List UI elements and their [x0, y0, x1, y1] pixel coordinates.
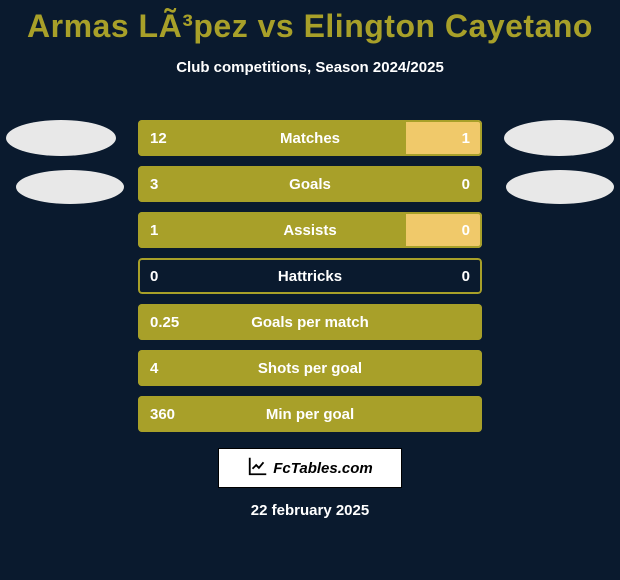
bar-row: 3 Goals 0	[138, 166, 482, 202]
bar-row: 0 Hattricks 0	[138, 258, 482, 294]
avatar-player2-b	[506, 170, 614, 204]
avatar-player1-b	[16, 170, 124, 204]
bar-label: Matches	[138, 120, 482, 156]
bar-row: 1 Assists 0	[138, 212, 482, 248]
bar-label: Shots per goal	[138, 350, 482, 386]
bar-label: Min per goal	[138, 396, 482, 432]
fctables-logo: FcTables.com	[218, 448, 402, 488]
bar-value-right: 0	[462, 212, 470, 248]
bar-label: Goals per match	[138, 304, 482, 340]
date-label: 22 february 2025	[0, 502, 620, 519]
chart-icon	[247, 455, 269, 482]
avatar-player1-a	[6, 120, 116, 156]
bar-row: 0.25 Goals per match	[138, 304, 482, 340]
comparison-bars: 12 Matches 1 3 Goals 0 1 Assists 0 0 Hat…	[138, 120, 482, 442]
subtitle: Club competitions, Season 2024/2025	[0, 59, 620, 76]
logo-text: FcTables.com	[273, 460, 372, 477]
bar-value-right: 1	[462, 120, 470, 156]
bar-row: 12 Matches 1	[138, 120, 482, 156]
bar-label: Hattricks	[138, 258, 482, 294]
bar-value-right: 0	[462, 166, 470, 202]
bar-row: 360 Min per goal	[138, 396, 482, 432]
avatar-player2-a	[504, 120, 614, 156]
bar-value-right: 0	[462, 258, 470, 294]
bar-label: Assists	[138, 212, 482, 248]
bar-row: 4 Shots per goal	[138, 350, 482, 386]
bar-label: Goals	[138, 166, 482, 202]
page-title: Armas LÃ³pez vs Elington Cayetano	[0, 0, 620, 45]
